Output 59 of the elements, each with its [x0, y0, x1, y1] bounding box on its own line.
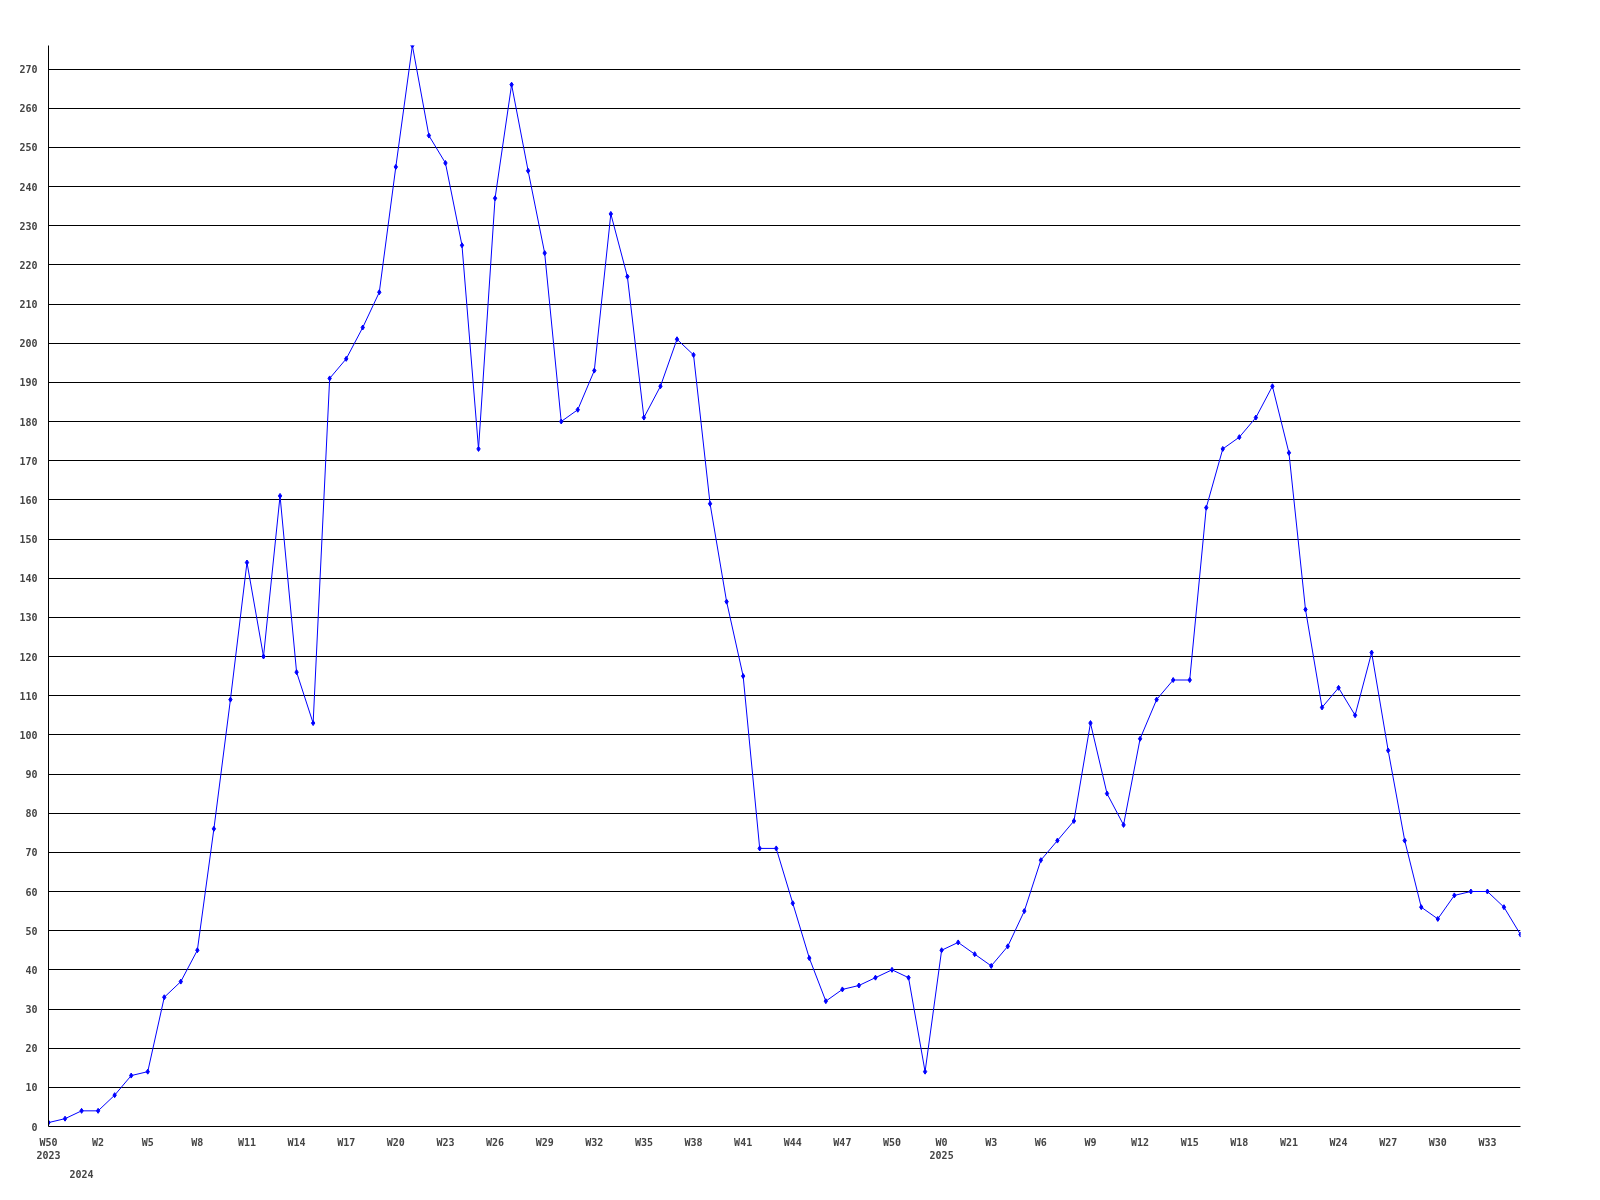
y-tick-label: 100 — [19, 729, 38, 741]
x-tick-label: W0 2025 — [929, 1136, 954, 1161]
y-tick-label: 90 — [25, 769, 38, 780]
x-tick-label: W35 — [634, 1136, 653, 1148]
x-tick-label: W3 — [985, 1136, 998, 1148]
x-tick-label: W50 2023 — [36, 1136, 61, 1161]
y-tick-label: 170 — [19, 455, 38, 467]
y-tick-label: 150 — [19, 534, 38, 545]
y-tick-label: 270 — [19, 64, 38, 75]
y-tick-label: 210 — [19, 299, 38, 310]
x-tick-label: W15 — [1180, 1136, 1199, 1148]
y-tick-label: 50 — [25, 925, 38, 937]
x-tick-label: W20 — [386, 1136, 405, 1148]
x-tick-label: W50 — [882, 1136, 902, 1148]
y-tick-label: 40 — [25, 964, 38, 976]
y-tick-label: 240 — [19, 181, 38, 193]
y-tick-label: 110 — [19, 690, 38, 702]
x-tick-label: W38 — [684, 1136, 703, 1148]
y-tick-label: 10 — [25, 1082, 38, 1094]
y-tick-label: 250 — [19, 142, 38, 154]
y-tick-label: 0 — [31, 1121, 38, 1133]
x-tick-label: W32 — [585, 1136, 604, 1148]
y-tick-label: 190 — [19, 377, 38, 389]
y-tick-label: 80 — [25, 808, 38, 820]
x-tick-label: W47 — [833, 1136, 852, 1148]
y-tick-label: 130 — [19, 612, 38, 624]
y-tick-label: 260 — [19, 103, 38, 115]
x-tick-label: W44 — [783, 1136, 802, 1148]
x-tick-label: W9 — [1084, 1136, 1097, 1148]
x-tick-label: W11 — [237, 1136, 256, 1148]
y-tick-label: 140 — [19, 573, 38, 585]
y-tick-label: 220 — [19, 259, 38, 271]
x-tick-label: W41 — [734, 1136, 753, 1148]
x-tick-label: W24 — [1329, 1136, 1348, 1148]
x-tick-label: W21 — [1279, 1136, 1298, 1148]
y-tick-label: 180 — [19, 416, 38, 428]
y-tick-label: 60 — [25, 886, 38, 898]
x-tick-label: W33 — [1478, 1136, 1497, 1148]
x-tick-label: W2 — [92, 1136, 105, 1148]
x-tick-label: W27 — [1379, 1136, 1398, 1148]
x-tick-label: W14 — [287, 1136, 306, 1148]
x-tick-label: W5 — [141, 1136, 154, 1148]
x-tick-label: W17 — [337, 1136, 356, 1148]
y-tick-label: 30 — [25, 1004, 38, 1015]
y-tick-label: 20 — [25, 1043, 38, 1055]
y-tick-label: 200 — [19, 338, 38, 350]
y-tick-label: 230 — [19, 220, 38, 232]
x-tick-label: W8 — [191, 1136, 204, 1148]
x-tick-label: W12 — [1131, 1136, 1150, 1148]
x-tick-label: W6 — [1034, 1136, 1047, 1148]
x-tick-label: W30 — [1428, 1136, 1447, 1148]
y-tick-label: 160 — [19, 494, 38, 506]
y-tick-label: 120 — [19, 651, 38, 663]
x-tick-label: W26 — [486, 1136, 505, 1148]
x-tick-label: W29 — [535, 1136, 554, 1148]
y-tick-label: 70 — [25, 847, 38, 859]
x-tick-label: W18 — [1230, 1136, 1249, 1148]
x-tick-label: W23 — [436, 1136, 455, 1148]
text: 2024 — [69, 1168, 94, 1180]
